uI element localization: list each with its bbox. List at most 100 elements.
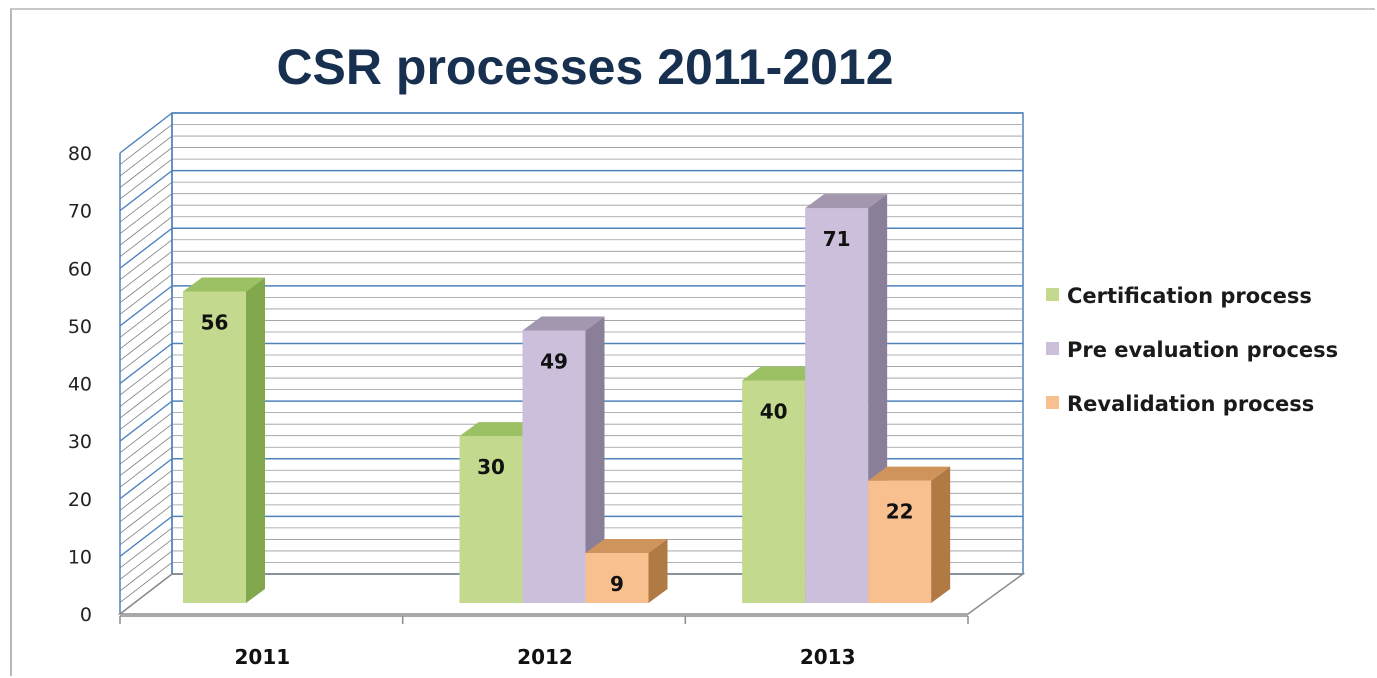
side-wall-line [119, 446, 173, 488]
side-wall-line [119, 135, 173, 177]
bar-top [868, 466, 951, 481]
side-wall-line [119, 274, 173, 315]
side-wall-line [119, 181, 173, 223]
y-tick-label: 80 [68, 143, 92, 165]
bar-front [742, 380, 806, 603]
chart-title: CSR processes 2011-2012 [276, 39, 893, 95]
side-wall-line [119, 170, 173, 212]
bar-top [585, 538, 668, 553]
data-labels: 56 30 49 9 40 71 22 [201, 227, 914, 596]
bar-front [868, 480, 932, 603]
side-wall-line [119, 550, 173, 592]
side-wall-line [119, 204, 173, 246]
side-wall-line [119, 366, 173, 407]
side-wall-line [119, 158, 173, 200]
side-wall-line [119, 562, 173, 603]
legend-entry: Pre evaluation process [1046, 338, 1338, 362]
side-wall-line [119, 493, 173, 534]
bar-side [931, 466, 951, 603]
axes [117, 113, 1026, 624]
side-wall-line [119, 458, 173, 500]
x-axis-category-labels: 2011 2012 2013 [234, 645, 855, 669]
side-wall-line [119, 354, 173, 396]
bar [868, 466, 951, 603]
side-wall-line [119, 539, 173, 580]
x-category-label: 2012 [517, 645, 573, 669]
legend-label: Certification process [1067, 284, 1312, 308]
side-wall-line [119, 124, 173, 165]
side-wall-line [119, 423, 173, 465]
bar [585, 538, 668, 603]
y-tick-label: 70 [68, 201, 92, 223]
side-wall-line [119, 389, 173, 430]
bar-front [522, 330, 586, 603]
bar-side [585, 316, 605, 603]
side-wall-line [119, 504, 173, 546]
legend-swatch [1046, 288, 1059, 301]
legend-label: Pre evaluation process [1067, 338, 1338, 362]
side-wall-line [119, 527, 173, 569]
floor [117, 573, 1026, 615]
data-label: 22 [886, 500, 914, 524]
data-label: 71 [823, 227, 851, 251]
chart-frame [10, 8, 1375, 676]
bar-top [742, 366, 825, 381]
bar [522, 316, 605, 603]
side-wall-line [119, 412, 173, 453]
bar-front [459, 436, 523, 603]
side-wall-line [119, 147, 173, 188]
y-tick-label: 60 [68, 258, 92, 280]
x-category-label: 2013 [800, 645, 856, 669]
data-label: 49 [540, 349, 568, 373]
side-wall-line [119, 216, 173, 258]
bar [183, 277, 265, 603]
legend: Certification process Pre evaluation proc… [1046, 284, 1338, 416]
side-wall-line [119, 342, 173, 385]
bar-front [585, 552, 649, 603]
side-wall-line [119, 227, 173, 269]
side-wall-line [119, 308, 173, 350]
bar-top [459, 422, 542, 437]
data-label: 56 [201, 311, 229, 335]
side-wall-line [119, 239, 173, 281]
bar-side [648, 538, 668, 603]
side-wall-line [119, 250, 173, 292]
side-wall-line [119, 262, 173, 304]
legend-label: Revalidation process [1067, 392, 1314, 416]
side-wall-line [119, 469, 173, 511]
data-label: 40 [760, 400, 788, 424]
data-label: 9 [610, 572, 624, 596]
bar-top [805, 194, 888, 209]
side-wall-line [119, 331, 173, 373]
y-tick-label: 20 [68, 489, 92, 511]
side-wall-line [119, 515, 173, 557]
legend-swatch [1046, 342, 1059, 355]
side-wall-line [119, 297, 173, 338]
y-tick-label: 30 [68, 431, 92, 453]
legend-entry: Revalidation process [1046, 392, 1314, 416]
y-tick-label: 0 [80, 604, 92, 626]
data-label: 30 [477, 455, 505, 479]
bar-top [183, 277, 265, 292]
side-wall-line [119, 112, 173, 154]
side-wall-line [119, 481, 173, 523]
side-wall-line [119, 193, 173, 234]
y-tick-label: 50 [68, 316, 92, 338]
y-tick-label: 40 [68, 374, 92, 396]
bar-side [246, 277, 265, 603]
bar [805, 194, 888, 603]
side-wall-line [119, 435, 173, 477]
side-wall-line [119, 320, 173, 361]
bar-front [805, 208, 869, 603]
bars [183, 194, 951, 603]
bar-front [183, 291, 246, 603]
side-wall-line [119, 377, 173, 419]
y-tick-label: 10 [68, 546, 92, 568]
legend-swatch [1046, 396, 1059, 409]
bar-top [522, 316, 605, 331]
legend-entry: Certification process [1046, 284, 1312, 308]
y-axis-tick-labels: 0 10 20 30 40 50 60 70 80 [68, 143, 92, 626]
x-category-label: 2011 [234, 645, 290, 669]
side-wall-line [119, 285, 173, 327]
